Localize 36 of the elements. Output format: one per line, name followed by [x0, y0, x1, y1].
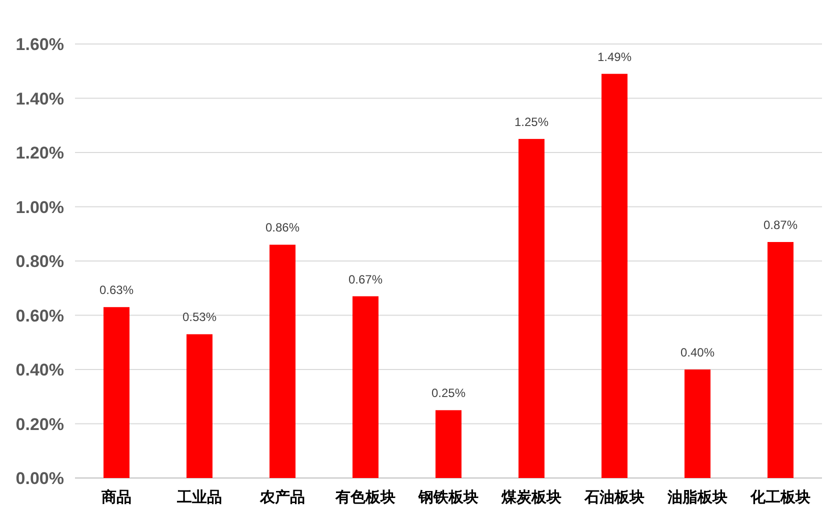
data-label: 0.86%: [265, 220, 300, 235]
data-label: 0.40%: [680, 346, 715, 360]
y-tick-label: 1.00%: [16, 198, 64, 217]
bar: [186, 334, 212, 478]
y-tick-label: 0.80%: [16, 252, 64, 271]
data-label: 0.67%: [348, 272, 383, 286]
y-tick-label: 1.60%: [16, 35, 64, 54]
data-label: 1.49%: [597, 50, 632, 64]
data-label: 0.63%: [99, 283, 134, 298]
x-tick-label: 油脂板块: [666, 489, 728, 506]
y-tick-label: 0.40%: [16, 360, 64, 380]
x-tick-label: 煤炭板块: [500, 489, 562, 506]
x-tick-label: 商品: [100, 488, 132, 506]
bar: [352, 296, 378, 478]
bar: [518, 138, 544, 478]
y-tick-label: 1.40%: [16, 89, 64, 108]
data-label: 1.25%: [514, 114, 549, 129]
y-tick-label: 1.20%: [16, 144, 64, 162]
x-tick-label: 石油板块: [584, 489, 644, 506]
data-label: 0.53%: [182, 310, 217, 324]
y-tick-label: 0.00%: [16, 469, 64, 488]
bar: [104, 307, 130, 478]
data-label: 0.25%: [431, 386, 466, 400]
x-tick-label: 有色板块: [334, 489, 396, 506]
y-tick-label: 0.20%: [16, 414, 64, 434]
x-tick-label: 农产品: [259, 489, 305, 506]
bar: [436, 410, 462, 478]
x-tick-label: 工业品: [176, 489, 222, 506]
data-label: 0.87%: [763, 218, 798, 232]
x-tick-label: 钢铁板块: [418, 489, 478, 506]
x-tick-label: 化工板块: [750, 489, 810, 506]
bar: [768, 242, 794, 478]
y-tick-label: 0.60%: [16, 306, 64, 326]
bar: [270, 244, 296, 478]
bar: [684, 370, 710, 478]
bar: [602, 74, 628, 478]
